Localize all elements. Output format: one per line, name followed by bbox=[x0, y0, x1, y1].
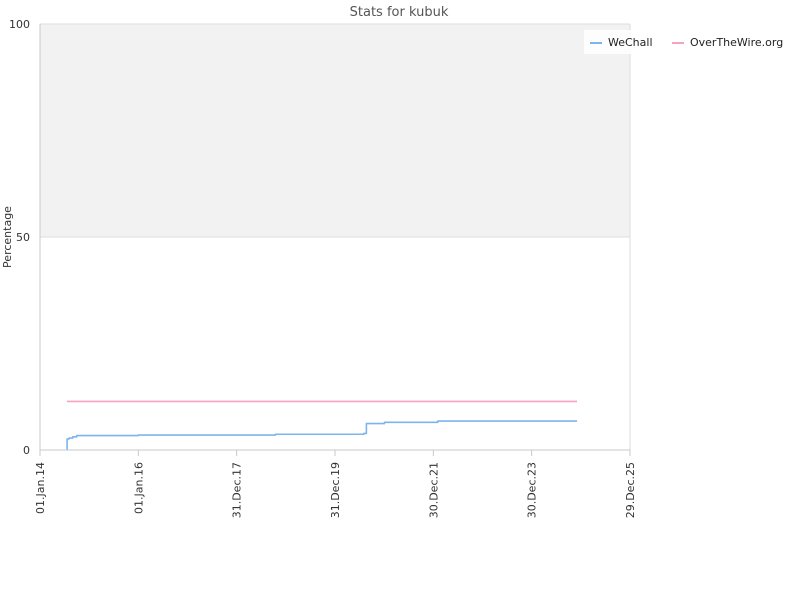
y-tick-label: 100 bbox=[9, 18, 30, 31]
legend-box bbox=[584, 30, 798, 54]
x-tick-label: 31.Dec.19 bbox=[329, 462, 342, 518]
chart-title: Stats for kubuk bbox=[350, 5, 449, 20]
legend-item-label-1[interactable]: OverTheWire.org bbox=[690, 36, 783, 49]
y-axis-ticks: 0 50 100 bbox=[9, 18, 30, 457]
plot-band-0 bbox=[40, 24, 630, 237]
y-tick-label: 50 bbox=[16, 231, 30, 244]
x-tick-label: 30.Dec.21 bbox=[427, 462, 440, 518]
series-line-0 bbox=[66, 420, 578, 451]
x-tick-label: 29.Dec.25 bbox=[624, 462, 637, 518]
x-tick-label: 31.Dec.17 bbox=[231, 462, 244, 518]
y-axis-label: Percentage bbox=[1, 206, 14, 268]
legend[interactable]: WeChall OverTheWire.org bbox=[584, 30, 798, 54]
series-group bbox=[66, 400, 578, 451]
legend-item-label-0[interactable]: WeChall bbox=[608, 36, 653, 49]
x-tick-label: 30.Dec.23 bbox=[526, 462, 539, 518]
x-tick-label: 01.Jan.16 bbox=[132, 462, 145, 514]
x-axis-ticks: 01.Jan.14 01.Jan.16 31.Dec.17 31.Dec.19 30.D… bbox=[34, 450, 637, 518]
x-tick-label: 01.Jan.14 bbox=[34, 462, 47, 514]
y-tick-label: 0 bbox=[23, 444, 30, 457]
